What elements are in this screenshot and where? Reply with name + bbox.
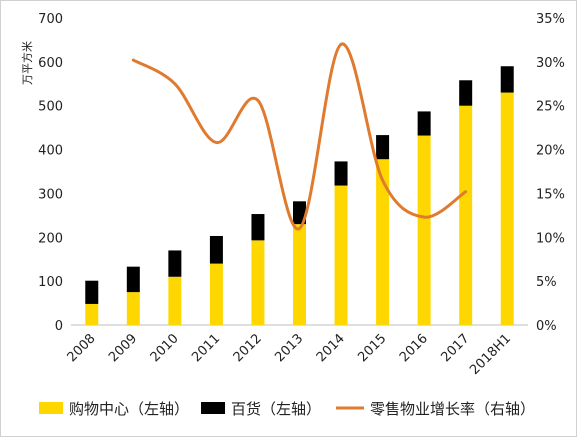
axes: 0 100 200 300 400 500 600 700 0% 5% 10% 15% 20% 25% 30…: [20, 12, 565, 378]
bar-shopping-center: [251, 240, 265, 325]
y-tick-label: 100: [38, 275, 63, 290]
x-tick-label: 2016: [397, 331, 431, 365]
bar-shopping-center: [209, 263, 223, 325]
bar-dept-store: [376, 135, 390, 160]
x-tick-label: 2010: [148, 331, 182, 365]
x-tick-label: 2008: [65, 331, 99, 365]
y2-tick-label: 25%: [536, 100, 565, 115]
x-tick-label: 2017: [439, 331, 473, 365]
y2-tick-label: 5%: [536, 275, 557, 290]
y2-tick-label: 20%: [536, 144, 565, 159]
bar-dept-store: [334, 161, 348, 186]
y2-tick-label: 0%: [536, 319, 557, 334]
bar-dept-store: [459, 80, 473, 106]
bar-dept-store: [168, 250, 182, 277]
bar-dept-store: [293, 201, 306, 225]
x-tick-label: 2012: [231, 331, 265, 365]
legend-growth-rate-label: 零售物业增长率（右轴）: [370, 400, 535, 418]
y-tick-label: 0: [55, 319, 63, 334]
y-tick-label: 300: [38, 187, 63, 202]
bar-shopping-center: [376, 159, 390, 325]
growth-rate-line: [131, 42, 468, 231]
bar-shopping-center: [459, 105, 473, 325]
bar-shopping-center: [417, 135, 431, 325]
y2-tick-label: 10%: [536, 231, 565, 246]
x-tick-label: 2013: [272, 331, 306, 365]
growth-line: [131, 42, 468, 231]
y-tick-label: 600: [38, 56, 63, 71]
x-tick-label: 2014: [314, 331, 348, 365]
y2-tick-label: 30%: [536, 56, 565, 71]
bar-dept-store: [85, 280, 99, 304]
bar-dept-store: [251, 214, 265, 241]
legend-shopping-center-swatch: [39, 402, 63, 414]
y-tick-label: 200: [38, 231, 63, 246]
x-tick-label: 2018H1: [467, 331, 514, 378]
y-tick-label: 700: [38, 12, 63, 27]
bar-shopping-center: [85, 303, 99, 325]
y2-tick-label: 15%: [536, 187, 565, 202]
y-tick-label: 400: [38, 144, 63, 159]
bar-dept-store: [417, 111, 431, 136]
bar-shopping-center: [293, 224, 306, 325]
bar-dept-store: [209, 235, 223, 264]
legend: 购物中心（左轴） 百货（左轴） 零售物业增长率（右轴）: [39, 400, 535, 418]
bar-shopping-center: [126, 292, 140, 325]
x-tick-label: 2009: [106, 331, 140, 365]
bar-shopping-center: [500, 92, 514, 325]
legend-dept-store-swatch: [201, 402, 225, 414]
x-tick-label: 2015: [355, 331, 389, 365]
bars: [85, 66, 514, 325]
x-tick-label: 2011: [189, 331, 223, 365]
y-tick-label: 500: [38, 100, 63, 115]
bar-dept-store: [126, 266, 140, 293]
legend-shopping-center-label: 购物中心（左轴）: [69, 400, 189, 418]
y2-tick-label: 35%: [536, 12, 565, 27]
y-axis-label: 万平方米: [20, 41, 34, 85]
bar-shopping-center: [168, 276, 182, 325]
legend-dept-store-label: 百货（左轴）: [231, 400, 321, 418]
bar-shopping-center: [334, 185, 348, 325]
bar-dept-store: [500, 66, 514, 93]
